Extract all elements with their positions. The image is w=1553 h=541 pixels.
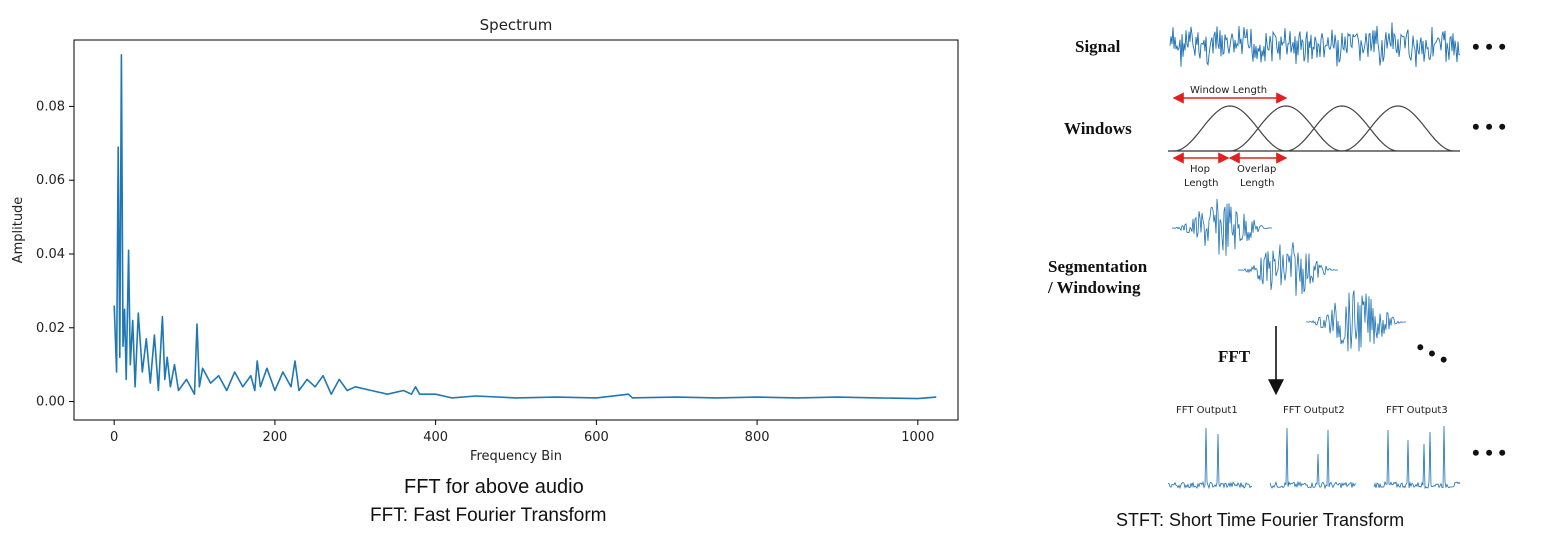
segment-2-waveform: [1238, 242, 1338, 296]
windowing-label: / Windowing: [1047, 278, 1141, 297]
spectrum-series-line: [113, 54, 937, 400]
x-tick-label: 400: [423, 430, 448, 445]
fft-output3-label: FFT Output3: [1386, 405, 1448, 416]
y-tick-label: 0.08: [36, 99, 65, 114]
y-tick-label: 0.06: [36, 173, 65, 188]
x-tick-label: 600: [584, 430, 609, 445]
stft-caption-text: : Short Time Fourier Transform: [1159, 510, 1405, 530]
fft-caption-text: : Fast Fourier Transform: [402, 505, 607, 526]
hop-length-label: Length: [1184, 178, 1219, 189]
x-tick-label: 200: [262, 430, 287, 445]
window-length-label: Window Length: [1190, 85, 1267, 96]
signal-ellipsis-icon: • • •: [1472, 34, 1506, 59]
x-tick-label: 800: [745, 430, 770, 445]
plot-frame: [73, 39, 959, 421]
signal-label: Signal: [1075, 37, 1121, 56]
x-axis-ticks: 0 200 400 600 800 1000: [110, 420, 934, 445]
fft-output1-label: FFT Output1: [1176, 405, 1238, 416]
stft-caption-abbr: STFT: [1116, 510, 1159, 530]
y-tick-label: 0.04: [36, 247, 65, 262]
y-axis-ticks: 0.00 0.02 0.04 0.06 0.08: [36, 99, 74, 410]
y-tick-label: 0.00: [36, 395, 65, 410]
hop-label: Hop: [1190, 164, 1210, 175]
overlap-label: Overlap: [1237, 164, 1276, 175]
spectrum-chart: Spectrum 0 200 400 600 800 1000 0.000.020.040…: [11, 16, 959, 464]
segment-1-waveform: [1172, 198, 1272, 256]
stft-caption: STFT: Short Time Fourier Transform: [1116, 510, 1404, 531]
fft-output3-spectrum: [1373, 425, 1461, 490]
x-axis-label: Frequency Bin: [470, 449, 562, 464]
segment-3-waveform: [1306, 290, 1406, 352]
x-tick-label: 1000: [901, 430, 934, 445]
fft-caption-abbr: FFT: [370, 505, 403, 526]
signal-waveform: [1169, 22, 1461, 68]
fft-output2-spectrum: [1269, 427, 1357, 490]
fft-caption-line1: FFT for above audio: [404, 476, 584, 498]
fft-output2-label: FFT Output2: [1283, 405, 1345, 416]
outputs-ellipsis-icon: • • •: [1472, 440, 1506, 465]
windows-label: Windows: [1064, 119, 1132, 138]
windows-ellipsis-icon: • • •: [1472, 114, 1506, 139]
stft-diagram: Signal Windows Segmentation / Windowing …: [1047, 22, 1506, 490]
fft-label: FFT: [1218, 347, 1251, 366]
y-axis-label: Amplitude: [11, 197, 26, 264]
chart-title: Spectrum: [480, 16, 553, 34]
x-tick-label: 0: [110, 430, 118, 445]
segmentation-label: Segmentation: [1048, 257, 1148, 276]
fft-caption-line2: FFT: Fast Fourier Transform: [370, 505, 607, 527]
segments-ellipsis-icon: • • •: [1411, 334, 1453, 372]
fft-output1-spectrum: [1168, 427, 1253, 490]
overlap-length-label: Length: [1240, 178, 1275, 189]
window-curves: [1173, 105, 1455, 152]
y-tick-label: 0.02: [36, 321, 65, 336]
